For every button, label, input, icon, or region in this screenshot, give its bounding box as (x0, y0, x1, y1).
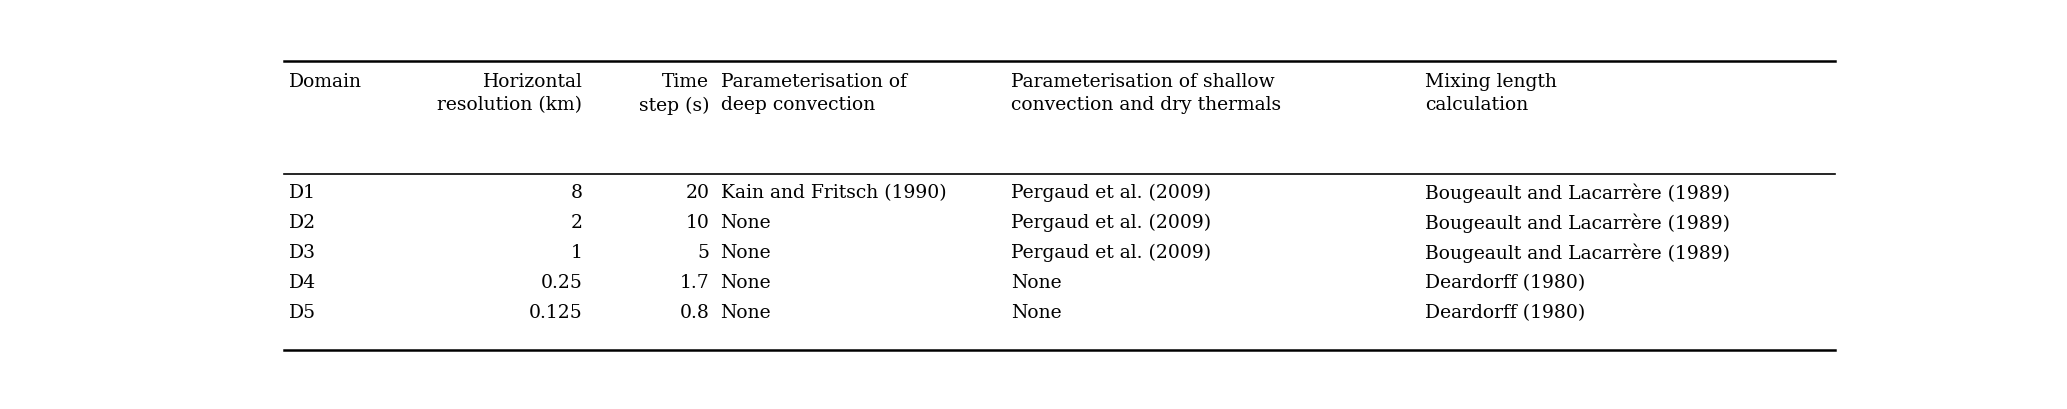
Text: 20: 20 (686, 183, 709, 201)
Text: Kain and Fritsch (1990): Kain and Fritsch (1990) (721, 183, 947, 201)
Text: None: None (1011, 303, 1062, 321)
Text: Pergaud et al. (2009): Pergaud et al. (2009) (1011, 183, 1211, 202)
Text: Deardorff (1980): Deardorff (1980) (1426, 303, 1585, 321)
Text: Pergaud et al. (2009): Pergaud et al. (2009) (1011, 243, 1211, 261)
Text: None: None (721, 213, 771, 231)
Text: 8: 8 (570, 183, 583, 201)
Text: Time
step (s): Time step (s) (639, 73, 709, 115)
Text: None: None (1011, 273, 1062, 291)
Text: D5: D5 (289, 303, 316, 321)
Text: Pergaud et al. (2009): Pergaud et al. (2009) (1011, 213, 1211, 231)
Text: 5: 5 (697, 243, 709, 261)
Text: D2: D2 (289, 213, 316, 231)
Text: 10: 10 (686, 213, 709, 231)
Text: 1: 1 (570, 243, 583, 261)
Text: Parameterisation of
deep convection: Parameterisation of deep convection (721, 73, 907, 114)
Text: Mixing length
calculation: Mixing length calculation (1426, 73, 1556, 114)
Text: 1.7: 1.7 (680, 273, 709, 291)
Text: None: None (721, 243, 771, 261)
Text: Bougeault and Lacarrère (1989): Bougeault and Lacarrère (1989) (1426, 243, 1730, 262)
Text: 2: 2 (570, 213, 583, 231)
Text: 0.8: 0.8 (680, 303, 709, 321)
Text: None: None (721, 303, 771, 321)
Text: Bougeault and Lacarrère (1989): Bougeault and Lacarrère (1989) (1426, 183, 1730, 202)
Text: D1: D1 (289, 183, 316, 201)
Text: D3: D3 (289, 243, 316, 261)
Text: 0.125: 0.125 (529, 303, 583, 321)
Text: Bougeault and Lacarrère (1989): Bougeault and Lacarrère (1989) (1426, 213, 1730, 232)
Text: Horizontal
resolution (km): Horizontal resolution (km) (438, 73, 583, 114)
Text: Domain: Domain (289, 73, 362, 91)
Text: Deardorff (1980): Deardorff (1980) (1426, 273, 1585, 291)
Text: Parameterisation of shallow
convection and dry thermals: Parameterisation of shallow convection a… (1011, 73, 1282, 114)
Text: D4: D4 (289, 273, 316, 291)
Text: None: None (721, 273, 771, 291)
Text: 0.25: 0.25 (542, 273, 583, 291)
